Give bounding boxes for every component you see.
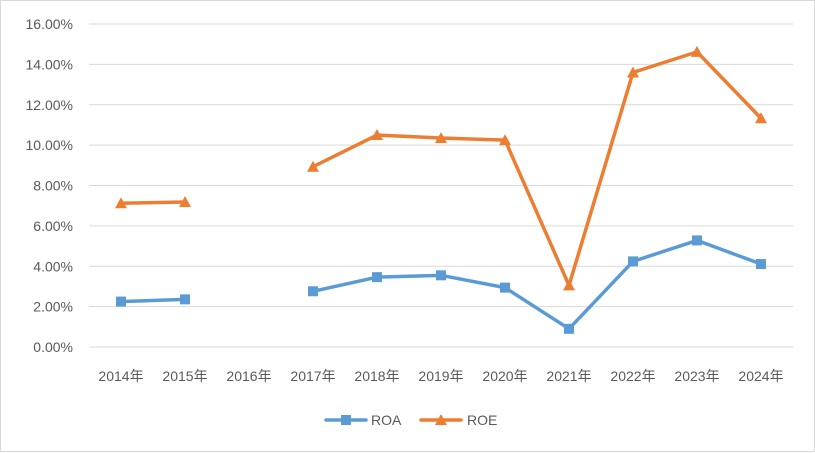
data-point bbox=[180, 294, 190, 305]
data-point bbox=[115, 197, 127, 209]
x-tick-label: 2018年 bbox=[354, 368, 399, 384]
x-tick-label: 2017年 bbox=[290, 368, 335, 384]
data-point bbox=[500, 282, 510, 293]
y-axis-ticks: 0.00% 2.00% 4.00% 6.00% 8.00% 10.00% 12.00% 14.… bbox=[26, 16, 73, 355]
x-tick-label: 2024年 bbox=[738, 368, 783, 384]
legend-square-marker bbox=[341, 415, 351, 425]
series-layer bbox=[115, 45, 767, 334]
x-tick-label: 2021年 bbox=[546, 368, 591, 384]
y-tick-label: 0.00% bbox=[33, 339, 73, 355]
data-point bbox=[755, 112, 767, 124]
legend-triangle-marker bbox=[435, 414, 447, 425]
series-line bbox=[311, 50, 763, 288]
data-point bbox=[627, 66, 639, 78]
series-roa bbox=[116, 235, 766, 334]
data-point bbox=[691, 45, 703, 57]
legend-label-roa: ROA bbox=[371, 412, 402, 428]
data-point bbox=[435, 132, 447, 144]
data-point bbox=[116, 296, 126, 307]
x-tick-label: 2014年 bbox=[98, 368, 143, 384]
data-point bbox=[179, 196, 191, 208]
series-line bbox=[119, 200, 187, 206]
x-tick-label: 2023年 bbox=[674, 368, 719, 384]
data-point bbox=[563, 279, 575, 291]
x-axis-ticks: 2014年 2015年 2016年 2017年 2018年 2019年 2020年 2021年… bbox=[98, 368, 783, 384]
data-point bbox=[564, 323, 574, 334]
y-tick-label: 6.00% bbox=[33, 218, 73, 234]
y-tick-label: 10.00% bbox=[26, 137, 73, 153]
legend-item-roa[interactable]: ROA bbox=[324, 412, 402, 428]
y-tick-label: 12.00% bbox=[26, 97, 73, 113]
x-tick-label: 2016年 bbox=[226, 368, 271, 384]
y-tick-label: 16.00% bbox=[26, 16, 73, 32]
y-tick-label: 14.00% bbox=[26, 56, 73, 72]
data-point bbox=[308, 286, 318, 297]
series-line bbox=[311, 238, 763, 331]
data-point bbox=[692, 235, 702, 246]
series-line bbox=[119, 297, 187, 304]
legend-item-roe[interactable]: ROE bbox=[419, 412, 497, 428]
legend: ROA ROE bbox=[324, 412, 497, 428]
x-tick-label: 2020年 bbox=[482, 368, 527, 384]
gridlines bbox=[89, 23, 793, 348]
y-tick-label: 2.00% bbox=[33, 299, 73, 315]
series-roe bbox=[115, 45, 767, 291]
data-point bbox=[372, 272, 382, 283]
x-tick-label: 2019年 bbox=[418, 368, 463, 384]
legend-label-roe: ROE bbox=[467, 412, 497, 428]
data-point bbox=[436, 270, 446, 281]
x-tick-label: 2022年 bbox=[610, 368, 655, 384]
y-tick-label: 4.00% bbox=[33, 258, 73, 274]
data-point bbox=[499, 134, 511, 146]
y-tick-label: 8.00% bbox=[33, 178, 73, 194]
data-point bbox=[371, 129, 383, 141]
data-point bbox=[756, 259, 766, 270]
x-tick-label: 2015年 bbox=[162, 368, 207, 384]
data-point bbox=[307, 160, 319, 172]
data-point bbox=[628, 256, 638, 267]
